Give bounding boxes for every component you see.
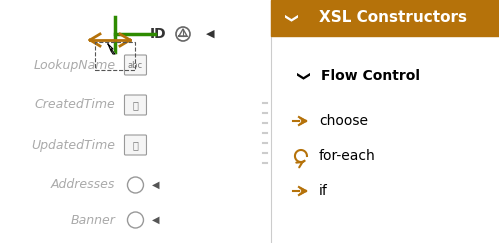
Text: ◀: ◀ bbox=[206, 29, 214, 39]
Text: ID: ID bbox=[150, 27, 167, 41]
FancyBboxPatch shape bbox=[124, 135, 147, 155]
Bar bbox=[0, 0, 271, 243]
Text: 📅: 📅 bbox=[133, 140, 138, 150]
Text: if: if bbox=[319, 184, 328, 198]
Text: 📅: 📅 bbox=[133, 100, 138, 110]
Bar bbox=[271, 0, 499, 36]
Text: abc: abc bbox=[128, 61, 143, 69]
Text: ❯: ❯ bbox=[282, 13, 295, 23]
Polygon shape bbox=[108, 44, 115, 54]
FancyBboxPatch shape bbox=[124, 55, 147, 75]
Text: ❯: ❯ bbox=[294, 71, 307, 81]
Text: Addresses: Addresses bbox=[51, 179, 115, 191]
Text: for-each: for-each bbox=[319, 149, 376, 163]
Text: Flow Control: Flow Control bbox=[321, 69, 420, 83]
Text: UpdatedTime: UpdatedTime bbox=[31, 139, 115, 151]
FancyBboxPatch shape bbox=[124, 95, 147, 115]
Text: ◀: ◀ bbox=[152, 180, 159, 190]
Text: XSL Constructors: XSL Constructors bbox=[319, 10, 467, 26]
Text: ◀: ◀ bbox=[152, 215, 159, 225]
Bar bbox=[271, 0, 499, 243]
Text: Banner: Banner bbox=[70, 214, 115, 226]
Text: LookupName: LookupName bbox=[33, 59, 115, 71]
Bar bbox=[95, 42, 135, 70]
Text: choose: choose bbox=[319, 114, 368, 128]
Text: CreatedTime: CreatedTime bbox=[35, 98, 115, 112]
